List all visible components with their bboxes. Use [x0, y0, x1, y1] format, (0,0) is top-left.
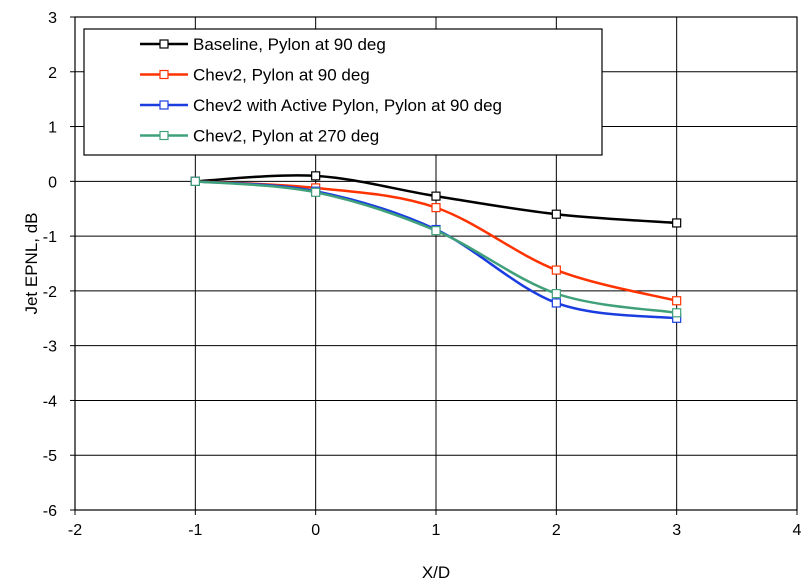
data-point [431, 226, 441, 236]
y-tick-label: -3 [43, 339, 57, 356]
legend-item: Baseline, Pylon at 90 deg [140, 35, 386, 54]
data-point [672, 218, 682, 228]
data-point [551, 298, 561, 308]
series-group [190, 171, 682, 323]
data-point [551, 265, 561, 275]
legend-swatch-marker [159, 130, 169, 141]
y-tick-label: 0 [48, 174, 57, 191]
legend: Baseline, Pylon at 90 deg Chev2, Pylon at… [83, 28, 603, 156]
legend-item: Chev2, Pylon at 90 deg [140, 66, 370, 85]
y-tick-label: 3 [48, 10, 57, 27]
data-point [431, 203, 441, 213]
x-axis-title: X/D [422, 563, 450, 582]
x-tick-label: 4 [793, 522, 801, 539]
data-point [551, 289, 561, 299]
y-tick-label: -1 [43, 229, 57, 246]
legend-label: Chev2, Pylon at 270 deg [193, 127, 379, 146]
data-point [311, 187, 321, 197]
y-axis-title: Jet EPNL, dB [22, 212, 41, 314]
data-point [311, 171, 321, 181]
data-point [431, 191, 441, 201]
legend-swatch-marker [159, 100, 169, 110]
y-tick-label: -5 [43, 448, 57, 465]
x-tick-label: -2 [68, 522, 82, 539]
legend-swatch-marker [159, 69, 169, 80]
legend-item: Chev2, Pylon at 270 deg [140, 127, 379, 146]
y-tick-label: 2 [48, 65, 57, 82]
y-tick-label: -2 [43, 284, 57, 301]
y-tick-label: -4 [43, 393, 57, 410]
legend-label: Baseline, Pylon at 90 deg [193, 35, 386, 54]
y-tick-label: 1 [48, 120, 57, 137]
legend-box [83, 28, 603, 156]
data-point [672, 308, 682, 318]
legend-swatch-marker [159, 39, 169, 49]
x-tick-label: -1 [188, 522, 202, 539]
x-tick-label: 3 [672, 522, 681, 539]
legend-label: Chev2, Pylon at 90 deg [193, 66, 370, 85]
data-point [672, 296, 682, 306]
y-tick-label: -6 [43, 503, 57, 520]
x-tick-label: 0 [311, 522, 320, 539]
x-tick-label: 1 [432, 522, 441, 539]
series-4 [190, 176, 682, 318]
tick-labels: -2 -1 0 1 2 3 4 -6 -5 -4 -3 -2 -1 0 1 2 3 [43, 10, 801, 539]
data-point [551, 209, 561, 219]
legend-item: Chev2 with Active Pylon, Pylon at 90 deg [140, 96, 502, 115]
data-point [190, 176, 200, 186]
legend-label: Chev2 with Active Pylon, Pylon at 90 deg [193, 96, 502, 115]
x-tick-label: 2 [552, 522, 561, 539]
